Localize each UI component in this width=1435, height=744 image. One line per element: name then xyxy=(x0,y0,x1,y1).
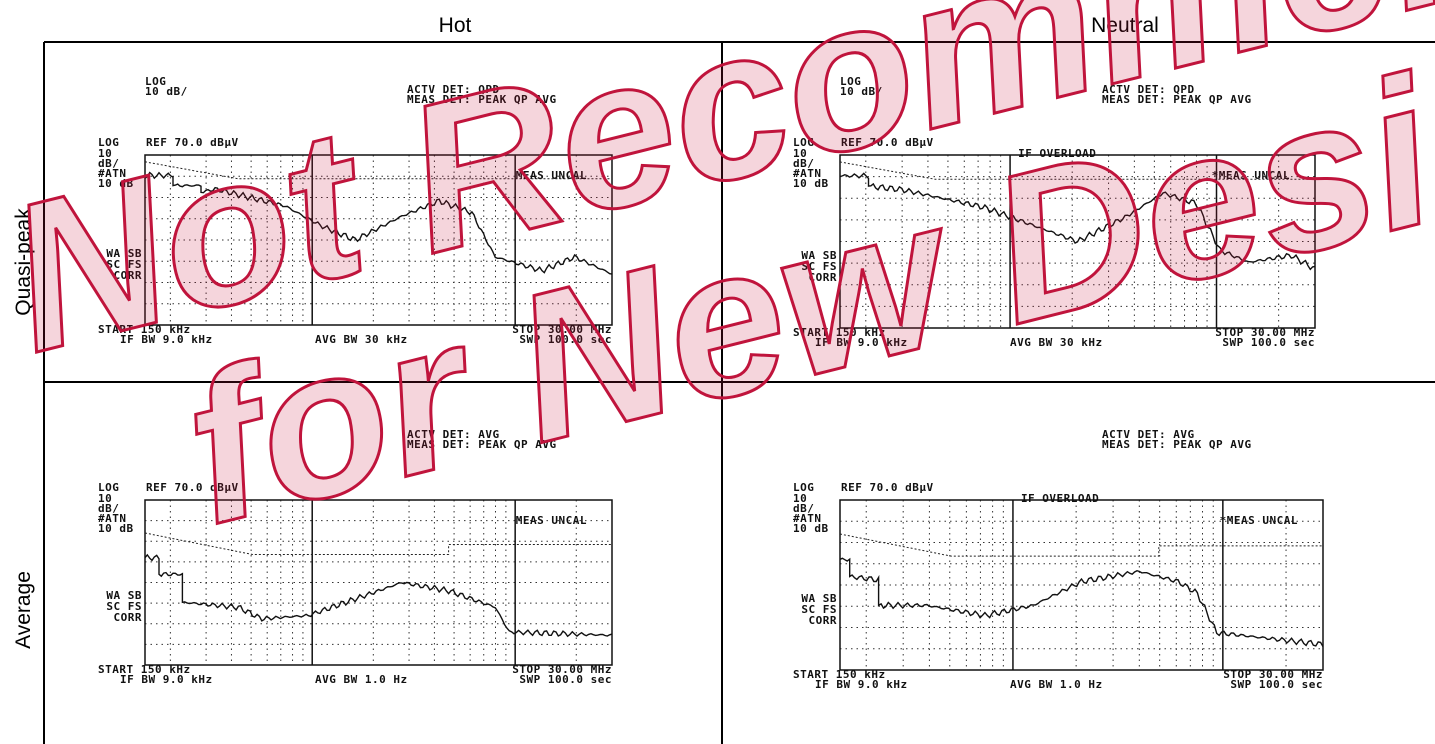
panel-text: #ATN xyxy=(98,512,127,525)
panel-text: SC FS xyxy=(106,600,142,613)
panel-text: #ATN xyxy=(793,167,822,180)
panel-text: START 150 kHz xyxy=(793,326,886,339)
column-header: Neutral xyxy=(1091,14,1159,37)
panel-text: ACTV DET: QPD xyxy=(1102,83,1195,96)
panel-text: LOG xyxy=(145,75,166,88)
panel-text: 10 dB/ xyxy=(145,85,188,98)
panel-text: LOG xyxy=(98,481,119,494)
panel-text: CORR xyxy=(809,271,838,284)
panel-text: STOP 30.00 MHz xyxy=(1223,668,1323,681)
sweep-trace xyxy=(839,557,1324,648)
plot-frame xyxy=(839,499,1324,671)
panel-text: CORR xyxy=(809,614,838,627)
panel-text: STOP 30.00 MHz xyxy=(512,323,612,336)
column-header: Hot xyxy=(439,14,472,37)
panel-text: dB/ xyxy=(98,157,119,170)
sweep-trace xyxy=(144,553,613,638)
panel-text: IF BW 9.0 kHz xyxy=(815,678,908,691)
panel-text: START 150 kHz xyxy=(98,663,191,676)
panel-text: 10 dB xyxy=(98,522,134,535)
panel-text: IF BW 9.0 kHz xyxy=(120,673,213,686)
panel-text: ACTV DET: QPD xyxy=(407,83,500,96)
panel-text: 10 xyxy=(793,147,807,160)
limit-line xyxy=(839,533,1323,557)
panel-text: 10 dB xyxy=(793,522,829,535)
panel-text: MEAS DET: PEAK QP AVG xyxy=(407,438,557,451)
panel-text: ACTV DET: AVG xyxy=(1102,428,1195,441)
panel-text: SC FS xyxy=(106,258,142,271)
panel-text: SWP 100.0 sec xyxy=(519,673,612,686)
panel-text: *MEAS UNCAL xyxy=(1212,169,1290,182)
panel-text: MEAS UNCAL xyxy=(516,514,587,527)
plot-frame xyxy=(839,154,1316,329)
panel-text: *MEAS UNCAL xyxy=(1220,514,1298,527)
panel-text: MEAS UNCAL xyxy=(516,169,587,182)
panel-text: LOG xyxy=(840,75,861,88)
panel-text: CORR xyxy=(114,269,143,282)
row-header: Quasi-peak xyxy=(12,208,35,316)
panel-text: MEAS DET: PEAK QP AVG xyxy=(1102,93,1252,106)
limit-line xyxy=(839,161,1315,180)
panel-text: REF 70.0 dBµV xyxy=(146,481,239,494)
plot-frame xyxy=(144,499,613,666)
panel-text: ACTV DET: AVG xyxy=(407,428,500,441)
panel-text: dB/ xyxy=(793,502,814,515)
panel-text: REF 70.0 dBµV xyxy=(841,481,934,494)
panel-text: START 150 kHz xyxy=(793,668,886,681)
panel-text: dB/ xyxy=(98,502,119,515)
panel-text: 10 xyxy=(793,492,807,505)
panel-text: LOG xyxy=(793,136,814,149)
watermark: Not Recommended for New Designs xyxy=(0,0,1435,570)
panel-text: IF OVERLOAD xyxy=(1021,492,1099,505)
row-header: Average xyxy=(12,571,35,649)
panel-text: LOG xyxy=(793,481,814,494)
panel-text: dB/ xyxy=(793,157,814,170)
panel-text: MEAS DET: PEAK QP AVG xyxy=(1102,438,1252,451)
panel-text: AVG BW 1.0 Hz xyxy=(315,673,408,686)
panel-text: 10 dB xyxy=(793,177,829,190)
panel-text: 10 dB xyxy=(98,177,134,190)
panel-text: SC FS xyxy=(801,260,837,273)
panel-text: 10 xyxy=(98,492,112,505)
panel-text: 10 dB/ xyxy=(840,85,883,98)
panel-text: #ATN xyxy=(98,167,127,180)
panel-text: AVG BW 30 kHz xyxy=(1010,336,1103,349)
panel-text: START 150 kHz xyxy=(98,323,191,336)
sweep-trace xyxy=(144,171,613,275)
panel-text: SC FS xyxy=(801,603,837,616)
panel-text: SWP 100.0 sec xyxy=(519,333,612,346)
panel-text: WA SB xyxy=(801,592,837,605)
panel-text: CORR xyxy=(114,611,143,624)
panel-text: #ATN xyxy=(793,512,822,525)
panel-text: STOP 30.00 MHz xyxy=(512,663,612,676)
panel-text: SWP 100.0 sec xyxy=(1230,678,1323,691)
panel-text: SWP 100.0 sec xyxy=(1222,336,1315,349)
panel-text: AVG BW 30 kHz xyxy=(315,333,408,346)
panel-text: IF BW 9.0 kHz xyxy=(815,336,908,349)
panel-text: WA SB xyxy=(801,249,837,262)
panel-text: AVG BW 1.0 Hz xyxy=(1010,678,1103,691)
panel-text: MEAS DET: PEAK QP AVG xyxy=(407,93,557,106)
panel-text: REF 70.0 dBµV xyxy=(146,136,239,149)
sweep-trace xyxy=(839,172,1316,271)
limit-line xyxy=(144,532,612,555)
table-frame xyxy=(43,41,1435,744)
panel-text: REF 70.0 dBµV xyxy=(841,136,934,149)
panel-text: WA SB xyxy=(106,589,142,602)
panel-text: IF BW 9.0 kHz xyxy=(120,333,213,346)
plot-frame xyxy=(144,154,613,326)
panel-text: 10 xyxy=(98,147,112,160)
panel-text: STOP 30.00 MHz xyxy=(1215,326,1315,339)
panel-text: IF OVERLOAD xyxy=(1018,147,1096,160)
panel-text: WA SB xyxy=(106,247,142,260)
panel-text: LOG xyxy=(98,136,119,149)
